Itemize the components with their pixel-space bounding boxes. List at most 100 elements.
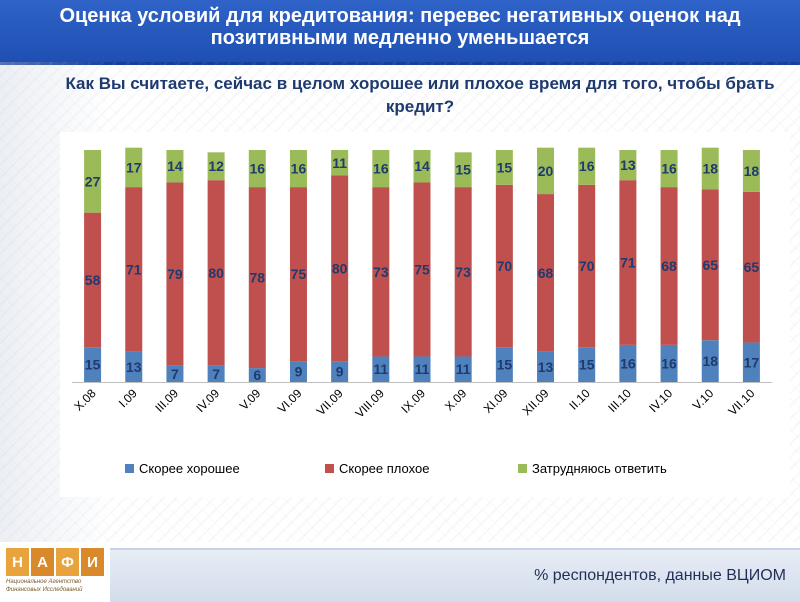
- bar-segment: [84, 212, 102, 348]
- data-label: 27: [85, 173, 101, 189]
- data-label: 7: [212, 366, 220, 382]
- stacked-bar-chart: 15 58 27 X.08 13 71 17 I.09 7 79 14 III.09 7 80 12 IV.0…: [71, 147, 772, 476]
- bar-segment: [331, 361, 349, 382]
- bar-segment: [166, 150, 184, 183]
- data-label: 15: [85, 357, 101, 373]
- bar-segment: [248, 368, 266, 382]
- bar-segment: [413, 150, 431, 183]
- source-note: % респондентов, данные ВЦИОМ: [534, 567, 786, 584]
- legend-label: Скорее хорошее: [139, 461, 240, 476]
- bar-segment: [207, 152, 225, 181]
- data-label: 65: [744, 259, 760, 275]
- data-label: 80: [332, 260, 348, 276]
- survey-question: Как Вы считаете, сейчас в целом хорошее …: [65, 74, 775, 116]
- data-label: 20: [538, 163, 554, 179]
- x-tick-label: IV.10: [646, 386, 675, 415]
- data-label: 73: [455, 264, 471, 280]
- bar-segment: [578, 347, 596, 382]
- data-label: 70: [497, 258, 513, 274]
- data-label: 16: [661, 161, 677, 177]
- data-label: 70: [579, 258, 595, 274]
- header-banner: Оценка условий для кредитования: перевес…: [0, 0, 800, 65]
- bar-segment: [454, 187, 472, 357]
- logo-letter: Ф: [56, 548, 79, 576]
- x-tick-label: VII.10: [725, 386, 757, 418]
- data-label: 7: [171, 366, 179, 382]
- logo-mark: Н А Ф И: [6, 548, 104, 576]
- bar-segment: [495, 150, 513, 185]
- data-label: 12: [208, 158, 224, 174]
- bar-segment: [454, 356, 472, 382]
- x-tick-label: V.09: [237, 386, 264, 413]
- logo-letter: И: [81, 548, 104, 576]
- data-label: 13: [538, 359, 554, 375]
- page-title: Оценка условий для кредитования: перевес…: [59, 5, 741, 49]
- bar-segment: [660, 150, 678, 188]
- bar-segment: [537, 351, 555, 382]
- data-label: 79: [167, 266, 183, 282]
- data-label: 15: [579, 357, 595, 373]
- data-label: 11: [415, 361, 430, 377]
- data-label: 15: [497, 159, 513, 175]
- data-label: 16: [250, 161, 266, 177]
- data-label: 16: [620, 355, 636, 371]
- data-label: 9: [336, 364, 344, 380]
- x-tick-label: III.10: [605, 386, 634, 415]
- x-tick-label: I.09: [116, 386, 140, 410]
- bar-segment: [372, 356, 390, 382]
- bar-segment: [331, 150, 349, 176]
- bar-segment: [248, 187, 266, 369]
- x-tick-label: III.09: [152, 386, 181, 415]
- bar-segment: [331, 175, 349, 362]
- legend-swatch: [325, 464, 334, 473]
- data-label: 75: [291, 266, 307, 282]
- bar-segment: [537, 147, 555, 195]
- bar-segment: [125, 351, 143, 382]
- data-label: 14: [414, 158, 430, 174]
- bar-segment: [701, 340, 719, 382]
- x-tick-label: X.09: [442, 386, 470, 414]
- data-label: 17: [744, 354, 760, 370]
- bar-segment: [413, 356, 431, 382]
- bar-segment: [578, 184, 596, 348]
- data-label: 16: [373, 161, 389, 177]
- bar-segment: [537, 194, 555, 352]
- data-label: 9: [295, 364, 303, 380]
- x-tick-label: VI.09: [275, 386, 305, 416]
- data-label: 18: [744, 163, 760, 179]
- logo-letter: Н: [6, 548, 29, 576]
- bar-segment: [125, 147, 143, 188]
- data-label: 78: [250, 270, 266, 286]
- logo-letter: А: [31, 548, 54, 576]
- data-label: 18: [702, 161, 718, 177]
- legend-label: Скорее плохое: [339, 461, 429, 476]
- bar-segment: [701, 189, 719, 341]
- data-label: 16: [661, 355, 677, 371]
- legend-swatch: [518, 464, 527, 473]
- nafi-logo: Н А Ф И Национальное Агентство Финансовы…: [6, 548, 106, 598]
- bar-segment: [372, 150, 390, 188]
- bar-segment: [84, 150, 102, 213]
- bar-segment: [495, 184, 513, 348]
- bar-segment: [701, 147, 719, 190]
- x-tick-label: VII.09: [314, 386, 346, 418]
- bar-segment: [289, 150, 307, 188]
- bar-segment: [454, 152, 472, 188]
- data-label: 15: [455, 162, 471, 178]
- legend-swatch: [125, 464, 134, 473]
- bar-segment: [413, 182, 431, 357]
- bar-segment: [166, 365, 184, 382]
- bar-segment: [578, 147, 596, 185]
- data-label: 58: [85, 272, 101, 288]
- bar-segment: [372, 187, 390, 357]
- data-label: 68: [661, 258, 677, 274]
- x-tick-label: VIII.09: [353, 386, 388, 421]
- data-label: 73: [373, 264, 389, 280]
- bar-segment: [742, 150, 760, 192]
- data-label: 16: [579, 158, 595, 174]
- bar-segment: [619, 180, 637, 345]
- bar-segment: [248, 150, 266, 188]
- x-tick-label: V.10: [690, 386, 717, 413]
- data-label: 71: [620, 255, 636, 271]
- bar-segment: [207, 180, 225, 366]
